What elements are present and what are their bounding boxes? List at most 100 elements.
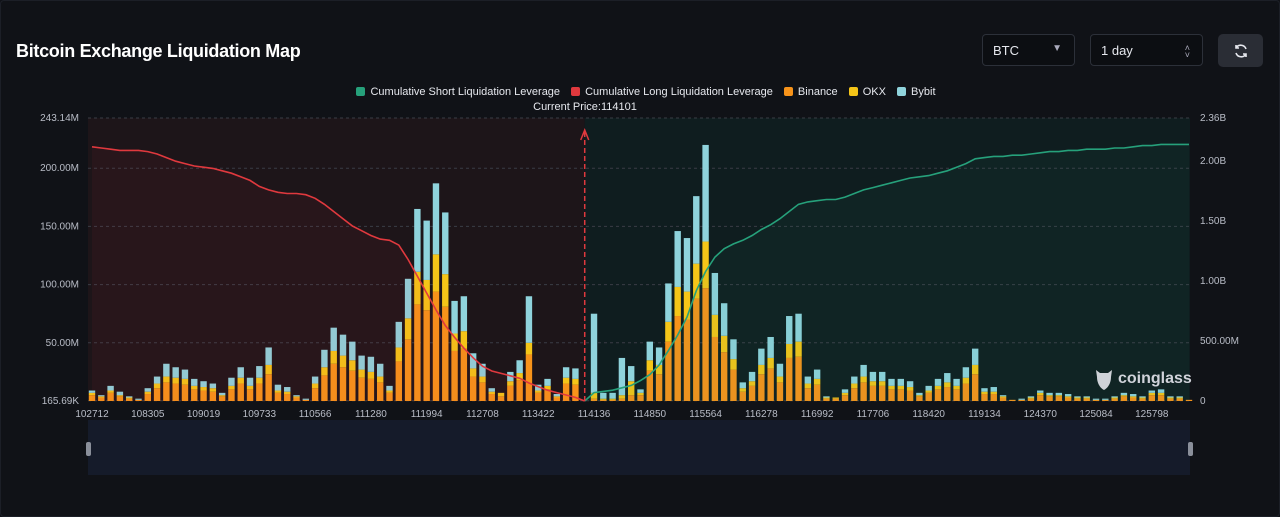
- okx-bar-segment: [423, 279, 430, 311]
- x-axis-tick-label: 117706: [857, 409, 890, 420]
- legend-okx[interactable]: OKX: [848, 86, 886, 98]
- bybit-bar-segment: [386, 385, 393, 391]
- okx-bar-segment: [432, 254, 440, 292]
- okx-bar-segment: [535, 390, 542, 393]
- legend-binance[interactable]: Binance: [783, 86, 838, 98]
- binance-bar-segment: [237, 383, 244, 401]
- bybit-bar-segment: [451, 300, 458, 334]
- left-axis-tick-label: 50.00M: [46, 338, 79, 349]
- okx-bar-segment: [358, 369, 365, 378]
- binance-bar-segment: [646, 370, 653, 401]
- range-slider-track: [88, 420, 1190, 475]
- x-axis-tick-label: 116992: [801, 409, 834, 420]
- okx-bar-segment: [1055, 395, 1063, 397]
- bybit-bar-segment: [711, 272, 719, 315]
- binance-bar-segment: [879, 385, 886, 401]
- okx-bar-segment: [897, 385, 905, 390]
- binance-bar-segment: [358, 377, 365, 401]
- binance-bar-segment: [553, 397, 561, 401]
- binance-bar-segment: [776, 382, 784, 401]
- bybit-bar-segment: [544, 378, 551, 386]
- okx-bar-segment: [1111, 397, 1118, 399]
- bybit-bar-segment: [999, 395, 1007, 397]
- x-axis-tick-label: 108305: [131, 409, 165, 420]
- bybit-bar-segment: [209, 383, 217, 389]
- bybit-bar-segment: [1139, 396, 1146, 398]
- okx-bar-segment: [144, 391, 151, 395]
- binance-bar-segment: [804, 388, 812, 401]
- bybit-bar-segment: [191, 378, 198, 386]
- okx-bar-segment: [786, 343, 793, 358]
- binance-bar-segment: [795, 356, 802, 401]
- bybit-bar-segment: [646, 341, 653, 361]
- left-axis-tick-label: 150.00M: [40, 221, 79, 232]
- bybit-bar-segment: [590, 313, 598, 393]
- okx-bar-segment: [925, 390, 932, 393]
- binance-bar-segment: [1120, 396, 1128, 401]
- legend-long-cumulative[interactable]: Cumulative Long Liquidation Leverage: [571, 86, 773, 98]
- coin-select[interactable]: BTC ▼: [982, 34, 1075, 66]
- binance-bar-segment: [832, 398, 839, 401]
- okx-bar-segment: [516, 373, 523, 381]
- refresh-button[interactable]: [1218, 34, 1263, 67]
- binance-bar-segment: [999, 397, 1007, 401]
- okx-bar-segment: [349, 360, 356, 371]
- binance-bar-segment: [1111, 398, 1118, 401]
- bybit-bar-segment: [562, 367, 570, 378]
- bybit-bar-segment: [981, 388, 988, 392]
- bybit-bar-segment: [218, 392, 226, 396]
- bybit-bar-segment: [125, 396, 133, 398]
- okx-bar-segment: [265, 364, 272, 375]
- long-cumulative-line: [91, 146, 585, 402]
- x-axis-tick-label: 115564: [689, 409, 722, 420]
- binance-bar-segment: [888, 389, 895, 401]
- binance-bar-segment: [618, 398, 626, 401]
- x-axis-tick-label: 113422: [522, 409, 555, 420]
- binance-bar-segment: [944, 387, 951, 401]
- okx-bar-segment: [200, 387, 207, 391]
- range-slider-left-handle[interactable]: [86, 442, 91, 456]
- okx-bar-segment: [860, 376, 867, 383]
- bybit-bar-segment: [274, 384, 282, 391]
- okx-bar-segment: [776, 376, 784, 383]
- bybit-bar-segment: [1092, 398, 1100, 400]
- binance-bar-segment: [256, 383, 263, 401]
- binance-bar-segment: [720, 352, 728, 401]
- binance-bar-segment: [516, 380, 523, 401]
- binance-bar-segment: [1027, 398, 1035, 401]
- bybit-bar-segment: [786, 316, 793, 344]
- bybit-bar-segment: [144, 388, 151, 392]
- range-select[interactable]: 1 day ˄ ˅: [1090, 34, 1203, 66]
- binance-bar-segment: [191, 389, 198, 401]
- legend-bybit[interactable]: Bybit: [897, 86, 936, 98]
- okx-bar-segment: [386, 390, 393, 393]
- binance-bar-segment: [609, 399, 616, 401]
- legend-short-cumulative[interactable]: Cumulative Short Liquidation Leverage: [356, 86, 560, 98]
- binance-bar-segment: [813, 384, 821, 401]
- bybit-bar-segment: [925, 385, 932, 391]
- legend-label: OKX: [862, 86, 886, 98]
- okx-bar-segment: [488, 391, 495, 395]
- bybit-bar-segment: [460, 296, 468, 332]
- okx-bar-segment: [813, 378, 821, 385]
- bybit-bar-segment: [776, 363, 784, 377]
- okx-bar-segment: [274, 390, 282, 393]
- binance-bar-segment: [181, 384, 189, 401]
- okx-bar-segment: [646, 360, 653, 371]
- right-axis-tick-label: 0: [1200, 396, 1206, 407]
- okx-bar-segment: [209, 388, 217, 392]
- bybit-bar-segment: [153, 376, 161, 384]
- binance-bar-segment: [274, 392, 282, 401]
- binance-bar-segment: [442, 306, 449, 401]
- bybit-bar-segment: [795, 313, 802, 342]
- range-slider-right-handle[interactable]: [1188, 442, 1193, 456]
- bybit-bar-segment: [423, 220, 430, 280]
- okx-bar-segment: [1120, 395, 1128, 397]
- binance-bar-segment: [1083, 398, 1090, 401]
- okx-bar-segment: [702, 241, 709, 289]
- okx-bar-segment: [674, 286, 681, 317]
- binance-bar-segment: [116, 396, 124, 401]
- binance-bar-segment: [98, 397, 105, 401]
- bybit-bar-segment: [618, 357, 626, 396]
- x-axis-tick-label: 119134: [968, 409, 1001, 420]
